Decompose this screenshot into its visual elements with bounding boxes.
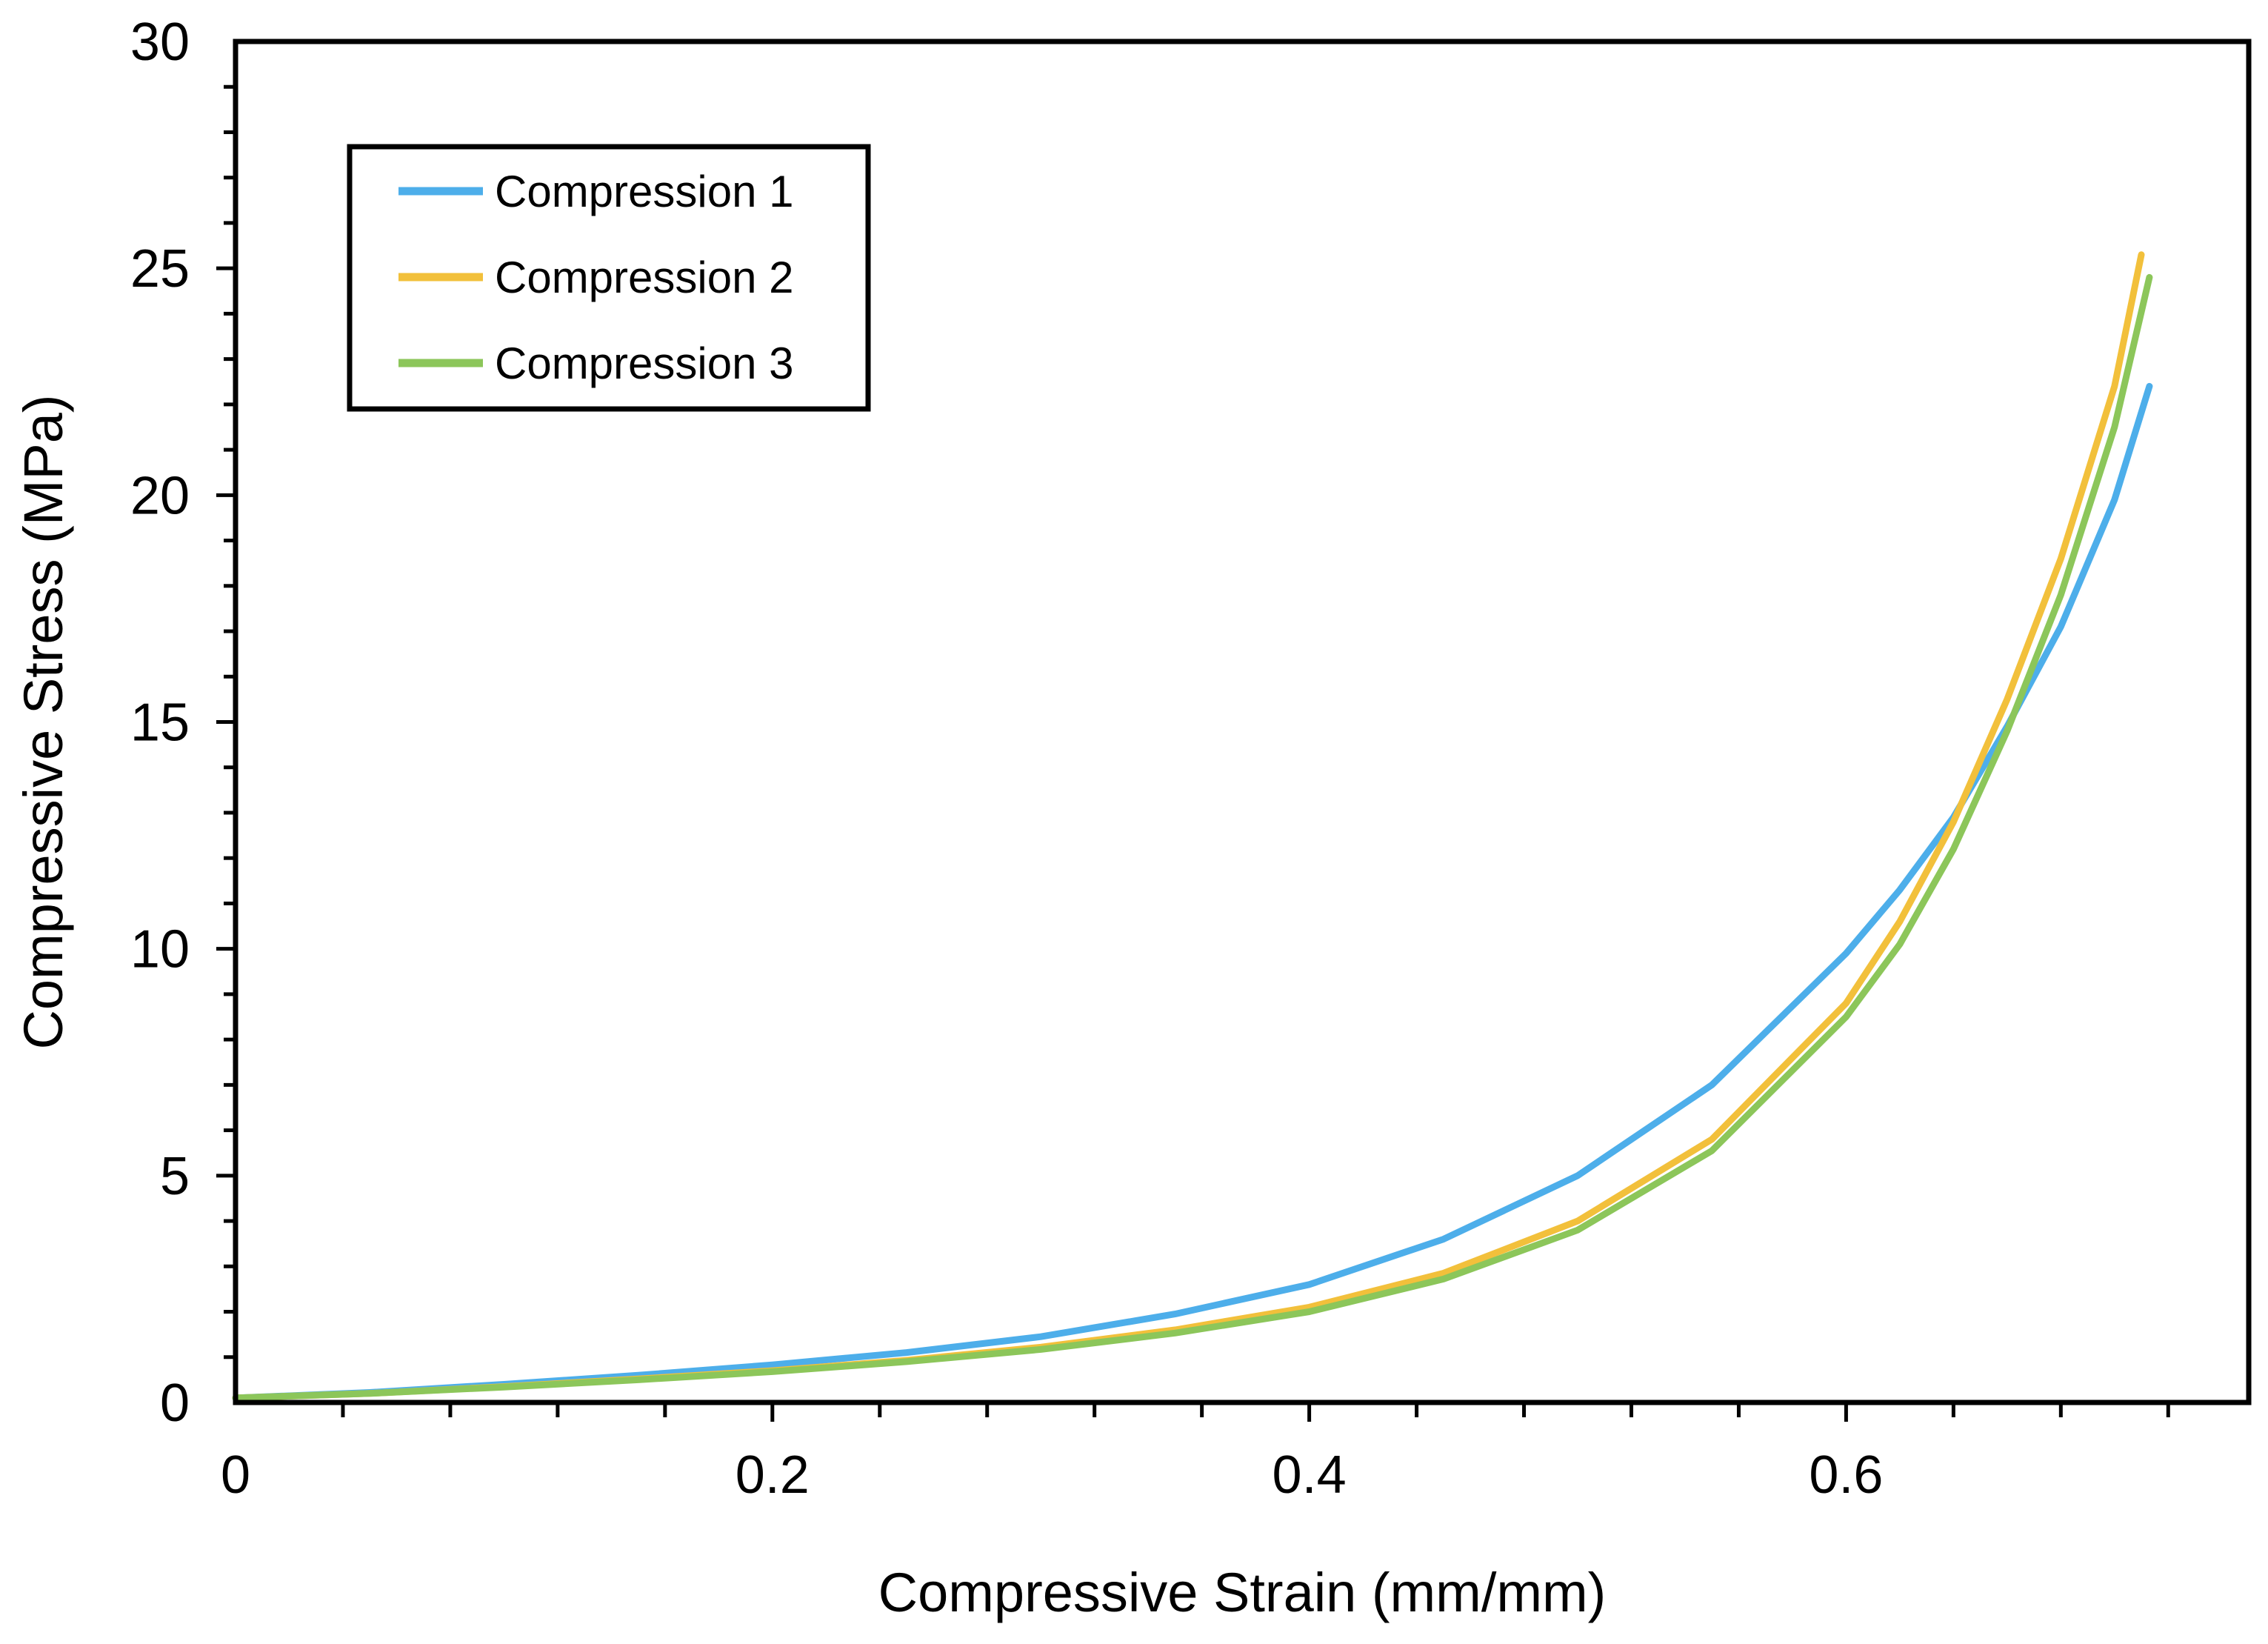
series-line-compression-3 — [232, 273, 2153, 1402]
x-tick-label: 0.4 — [1273, 1445, 1347, 1505]
y-tick-label: 0 — [160, 1374, 190, 1433]
y-tick-label: 30 — [130, 13, 190, 72]
legend-label-compression-3: Compression 3 — [495, 339, 794, 388]
y-axis-title: Compressive Stress (MPa) — [13, 394, 74, 1049]
x-axis-title: Compressive Strain (mm/mm) — [878, 1562, 1607, 1623]
x-tick-label: 0 — [221, 1445, 250, 1505]
y-tick-label: 10 — [130, 920, 190, 979]
x-tick-label: 0.6 — [1809, 1445, 1883, 1505]
y-tick-label: 15 — [130, 693, 190, 753]
series-layer — [232, 251, 2153, 1402]
x-tick-label: 0.2 — [736, 1445, 810, 1505]
legend-label-compression-2: Compression 2 — [495, 253, 794, 302]
y-tick-label: 25 — [130, 239, 190, 299]
legend-label-compression-1: Compression 1 — [495, 167, 794, 216]
legend: Compression 1 Compression 2 Compression 3 — [347, 144, 871, 412]
y-tick-label: 20 — [130, 466, 190, 525]
y-tick-label: 5 — [160, 1147, 190, 1206]
axes-layer: 0 0.2 0.4 0.6 0 5 10 15 20 25 30 — [130, 13, 2252, 1505]
